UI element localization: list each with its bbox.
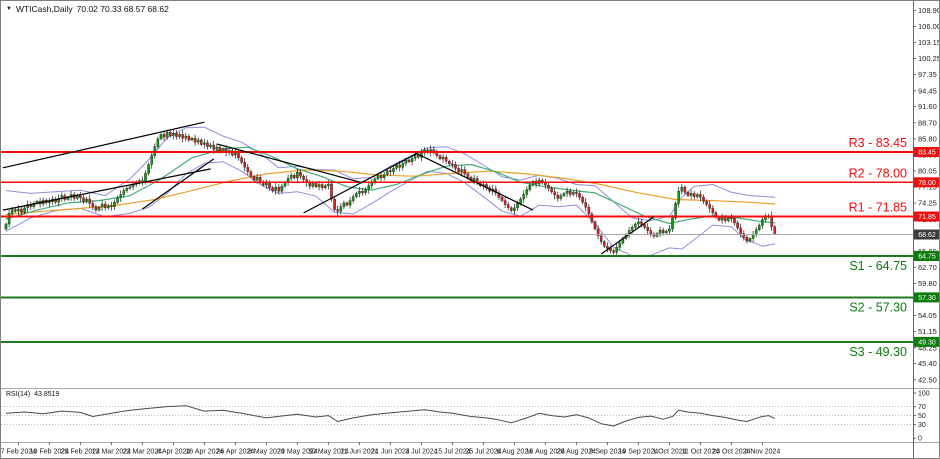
svg-text:29 Feb 2024: 29 Feb 2024 [61, 449, 100, 456]
svg-text:70: 70 [918, 404, 926, 411]
svg-text:91.60: 91.60 [918, 102, 937, 111]
svg-text:9 Sep 2024: 9 Sep 2024 [589, 449, 625, 456]
svg-text:64.75: 64.75 [918, 254, 936, 261]
svg-text:8 May 2024: 8 May 2024 [248, 449, 285, 456]
svg-text:1 Oct 2024: 1 Oct 2024 [652, 449, 686, 456]
svg-text:62.70: 62.70 [918, 263, 937, 272]
svg-text:78.00: 78.00 [918, 180, 936, 187]
svg-text:28 Aug 2024: 28 Aug 2024 [557, 449, 596, 456]
svg-text:97.35: 97.35 [918, 70, 937, 79]
svg-text:42.50: 42.50 [918, 375, 937, 384]
symbol-dropdown-icon: ▼ [6, 6, 12, 12]
svg-text:25 Jul 2024: 25 Jul 2024 [465, 449, 501, 456]
svg-text:80.05: 80.05 [918, 166, 937, 175]
price-axis[interactable]: 108.90 106.00 103.15 100.25 97.35 94.45 91.60 8… [913, 6, 939, 384]
price-badges: 83.45 78.00 71.85 68.62 64.75 57.30 49.30 [914, 147, 939, 347]
support-label-s3: S3 - 49.30 [849, 345, 907, 359]
svg-text:88.70: 88.70 [918, 118, 937, 127]
svg-text:23 Oct 2024: 23 Oct 2024 [712, 449, 750, 456]
svg-text:12 Mar 2024: 12 Mar 2024 [92, 449, 131, 456]
svg-text:20 May 2024: 20 May 2024 [277, 449, 318, 456]
symbol-timeframe-label: WTICash,Daily [15, 4, 73, 14]
svg-text:22 Mar 2024: 22 Mar 2024 [123, 449, 162, 456]
svg-text:19 Sep 2024: 19 Sep 2024 [619, 449, 659, 456]
candlestick-series [4, 129, 777, 257]
svg-text:6 Aug 2024: 6 Aug 2024 [497, 449, 533, 456]
svg-text:11 Oct 2024: 11 Oct 2024 [682, 449, 720, 456]
svg-text:51.15: 51.15 [918, 327, 937, 336]
svg-text:59.80: 59.80 [918, 279, 937, 288]
trendlines[interactable] [2, 121, 655, 255]
svg-text:7 Feb 2024: 7 Feb 2024 [1, 449, 36, 456]
svg-text:49.30: 49.30 [918, 340, 936, 347]
svg-text:100.25: 100.25 [918, 54, 939, 63]
svg-text:4 Nov 2024: 4 Nov 2024 [744, 449, 780, 456]
chart-title-bar: ▼ WTICash,Daily 70.02 70.33 68.57 68.62 [6, 4, 169, 14]
svg-text:15 Jul 2024: 15 Jul 2024 [434, 449, 470, 456]
svg-text:19 Feb 2024: 19 Feb 2024 [30, 449, 69, 456]
resistance-label-r2: R2 - 78.00 [849, 166, 907, 180]
svg-text:103.15: 103.15 [918, 38, 939, 47]
svg-text:21 Jun 2024: 21 Jun 2024 [371, 449, 410, 456]
svg-text:16 Aug 2024: 16 Aug 2024 [526, 449, 565, 456]
svg-text:85.80: 85.80 [918, 134, 937, 143]
svg-text:68.62: 68.62 [918, 232, 936, 239]
svg-text:83.45: 83.45 [918, 150, 936, 157]
svg-text:54.05: 54.05 [918, 311, 937, 320]
rsi-axis[interactable]: 100 70 50 30 0 [913, 391, 930, 443]
resistance-label-r1: R1 - 71.85 [849, 201, 907, 215]
svg-text:48.25: 48.25 [918, 343, 937, 352]
rsi-value: 43.8519 [34, 391, 60, 398]
svg-text:94.45: 94.45 [918, 86, 937, 95]
svg-text:30: 30 [918, 422, 926, 429]
bollinger-upper-band [5, 126, 776, 222]
svg-text:57.30: 57.30 [918, 295, 936, 302]
svg-text:108.90: 108.90 [918, 6, 939, 15]
svg-text:106.00: 106.00 [918, 22, 939, 31]
svg-text:0: 0 [918, 436, 922, 443]
svg-text:3 Jul 2024: 3 Jul 2024 [405, 449, 437, 456]
support-label-s2: S2 - 57.30 [849, 300, 907, 314]
moving-average-fast [5, 146, 776, 225]
svg-text:45.40: 45.40 [918, 359, 937, 368]
ohlc-readout: 70.02 70.33 68.57 68.62 [76, 4, 169, 14]
svg-text:100: 100 [918, 391, 930, 398]
svg-text:50: 50 [918, 413, 926, 420]
rsi-line [5, 405, 776, 427]
svg-text:16 Apr 2024: 16 Apr 2024 [186, 449, 224, 456]
moving-average-slow [5, 169, 776, 216]
support-label-s1: S1 - 64.75 [849, 259, 907, 273]
resistance-label-r3: R3 - 83.45 [849, 136, 907, 150]
svg-text:30 May 2024: 30 May 2024 [308, 449, 349, 456]
svg-text:71.85: 71.85 [918, 214, 936, 221]
svg-text:11 Jun 2024: 11 Jun 2024 [340, 449, 378, 456]
svg-text:26 Apr 2024: 26 Apr 2024 [217, 449, 255, 456]
rsi-indicator-label: RSI(14) 43.8519 [6, 391, 59, 398]
svg-text:74.25: 74.25 [918, 199, 937, 208]
svg-text:4 Apr 2024: 4 Apr 2024 [156, 449, 190, 456]
rsi-name: RSI(14) [6, 391, 31, 398]
